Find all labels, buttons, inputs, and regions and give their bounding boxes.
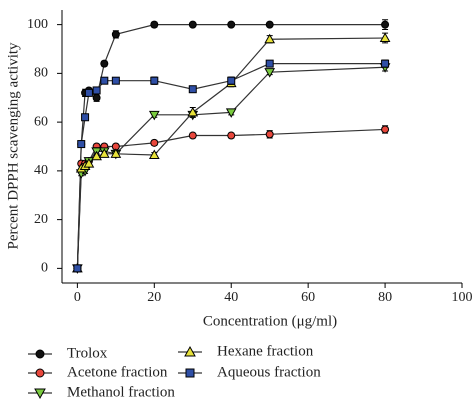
- marker: [381, 59, 390, 68]
- marker: [84, 88, 93, 97]
- y-tick-label: 100: [27, 17, 48, 32]
- marker: [187, 106, 199, 117]
- marker: [188, 20, 197, 29]
- marker: [265, 130, 274, 139]
- legend-label: Acetone fraction: [67, 364, 168, 380]
- marker: [92, 86, 101, 95]
- marker: [83, 158, 95, 168]
- marker: [81, 113, 90, 122]
- x-tick-label: 20: [147, 290, 161, 305]
- marker: [227, 76, 236, 85]
- legend-marker: [184, 345, 196, 357]
- marker: [100, 76, 109, 85]
- marker: [265, 59, 274, 68]
- series-line: [76, 24, 386, 269]
- legend-marker: [34, 388, 46, 400]
- marker: [381, 20, 390, 29]
- marker: [379, 32, 391, 43]
- y-tick-label: 0: [41, 261, 48, 276]
- y-axis-label: Percent DPPH scavenging activity: [5, 42, 21, 250]
- legend-marker: [35, 368, 45, 378]
- marker: [91, 150, 102, 161]
- marker: [98, 148, 110, 158]
- marker: [227, 131, 236, 140]
- legend-marker: [35, 349, 45, 359]
- marker: [148, 110, 160, 121]
- legend-label: Hexane fraction: [217, 343, 314, 359]
- marker: [381, 125, 390, 134]
- x-tick-label: 60: [301, 290, 315, 305]
- legend-label: Trolox: [67, 345, 108, 361]
- marker: [188, 131, 197, 140]
- series-line: [76, 37, 386, 269]
- marker: [265, 20, 274, 29]
- marker: [264, 33, 276, 44]
- marker: [111, 30, 120, 39]
- marker: [111, 76, 120, 85]
- marker: [227, 20, 236, 29]
- marker: [73, 264, 82, 273]
- marker: [92, 93, 101, 102]
- x-tick-label: 0: [74, 290, 81, 305]
- marker: [264, 68, 276, 78]
- marker: [148, 149, 160, 160]
- y-tick-label: 80: [34, 66, 48, 81]
- marker: [150, 138, 159, 147]
- legend-label: Methanol fraction: [67, 384, 175, 400]
- y-tick-label: 60: [34, 114, 48, 129]
- marker: [77, 140, 86, 149]
- marker: [150, 20, 159, 29]
- x-tick-label: 100: [452, 290, 473, 305]
- legend-label: Aqueous fraction: [217, 364, 321, 380]
- x-tick-label: 40: [224, 290, 238, 305]
- y-tick-label: 20: [34, 212, 48, 227]
- y-tick-label: 40: [34, 163, 48, 178]
- marker: [150, 76, 159, 85]
- legend-marker: [185, 368, 195, 378]
- x-tick-label: 80: [378, 290, 392, 305]
- marker: [188, 85, 197, 94]
- marker: [110, 148, 122, 158]
- x-axis-label: Concentration (μg/ml): [203, 313, 337, 329]
- series-line: [76, 66, 386, 269]
- marker: [100, 59, 109, 68]
- series-line: [76, 128, 386, 269]
- marker: [225, 108, 237, 118]
- series-line: [76, 63, 386, 269]
